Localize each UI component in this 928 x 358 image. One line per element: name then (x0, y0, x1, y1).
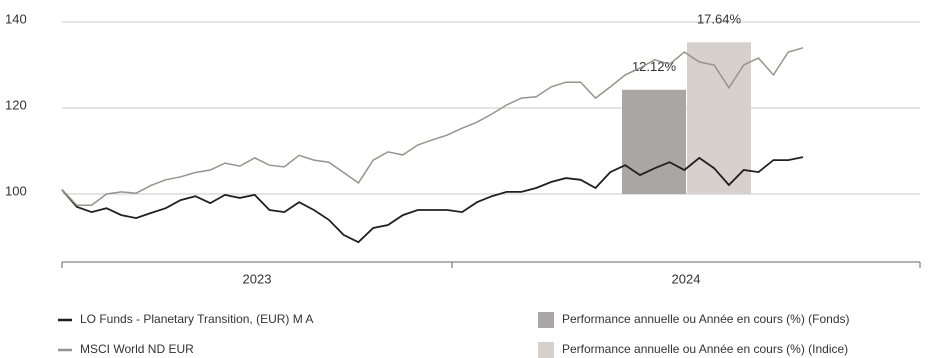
bar-value-label: 12.12% (632, 59, 677, 74)
y-tick-label: 140 (5, 11, 27, 26)
bar (622, 89, 686, 195)
legend-label: LO Funds - Planetary Transition, (EUR) M… (80, 312, 313, 326)
y-tick-label: 120 (5, 97, 27, 112)
bar-value-label: 17.64% (697, 12, 742, 27)
x-tick-label: 2023 (243, 271, 272, 286)
x-tick-label: 2024 (672, 271, 701, 286)
legend-label: Performance annuelle ou Année en cours (… (562, 312, 850, 326)
legend-swatch (538, 342, 554, 358)
legend-label: Performance annuelle ou Année en cours (… (562, 342, 848, 356)
bar (687, 42, 751, 195)
y-tick-label: 100 (5, 183, 27, 198)
legend-swatch (538, 312, 554, 328)
line (61, 47, 804, 206)
line (61, 156, 804, 244)
legend-label: MSCI World ND EUR (80, 342, 194, 356)
